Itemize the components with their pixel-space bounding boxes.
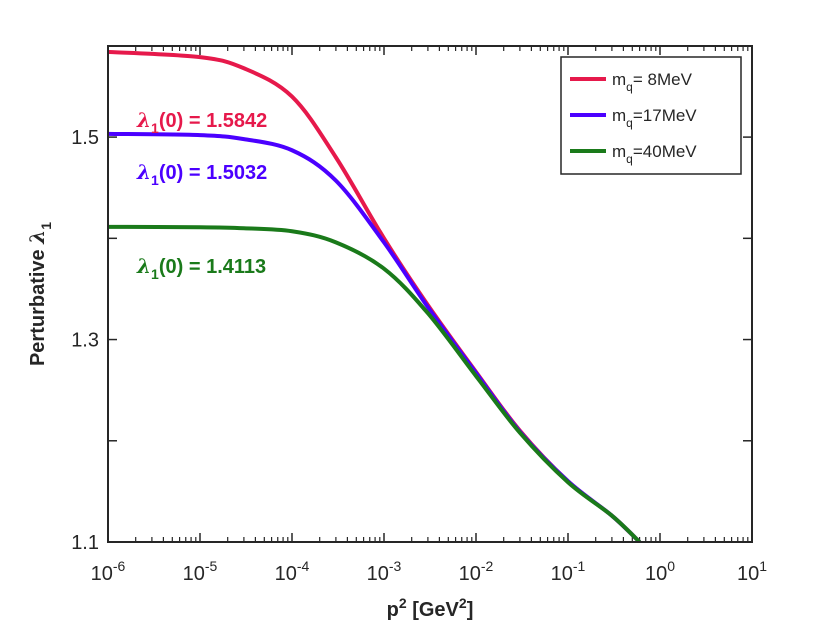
legend: mq= 8MeV mq=17MeV mq=40MeV bbox=[560, 56, 742, 175]
x-tick-label: 100 bbox=[645, 558, 675, 585]
x-tick-label: 10-3 bbox=[367, 558, 402, 585]
x-tick-label: 10-5 bbox=[183, 558, 218, 585]
legend-label-3: mq=40MeV bbox=[612, 142, 697, 166]
plot-frame bbox=[107, 45, 753, 543]
x-tick-labels: 10-6 10-5 10-4 10-3 10-2 10-1 100 101 bbox=[91, 558, 768, 585]
annotation-1: λ1(0) = 1.5842 bbox=[136, 108, 267, 136]
y-tick-label: 1.5 bbox=[71, 127, 99, 149]
x-axis-label: p2 [GeV2] bbox=[387, 595, 474, 621]
x-tick-label: 10-2 bbox=[459, 558, 494, 585]
legend-label-1: mq= 8MeV bbox=[612, 70, 693, 94]
y-axis-label: Perturbative λ1 bbox=[25, 222, 54, 366]
x-axis-label-base: p bbox=[387, 599, 399, 621]
x-tick-label: 10-6 bbox=[91, 558, 126, 585]
legend-label-2: mq=17MeV bbox=[612, 106, 697, 130]
annotation-3: λ1(0) = 1.4113 bbox=[136, 254, 266, 282]
x-axis-label-sup: 2 bbox=[399, 595, 407, 611]
data-series bbox=[108, 49, 641, 542]
y-tick-label: 1.3 bbox=[71, 330, 99, 352]
y-tick-labels: 1.1 1.3 1.5 bbox=[71, 127, 99, 554]
x-tick-label: 101 bbox=[737, 558, 767, 585]
y-axis-label-sub: 1 bbox=[38, 222, 54, 230]
x-axis-label-unit-close: ] bbox=[467, 599, 474, 621]
x-tick-label: 10-1 bbox=[551, 558, 586, 585]
x-axis-label-unit: [GeV bbox=[407, 599, 460, 621]
y-axis-label-symbol: λ bbox=[25, 230, 49, 245]
series-line-3 bbox=[108, 224, 641, 542]
x-tick-label: 10-4 bbox=[275, 558, 310, 585]
x-axis-label-unit-sup: 2 bbox=[459, 595, 467, 611]
annotation-2: λ1(0) = 1.5032 bbox=[136, 160, 267, 188]
series-annotations: λ1(0) = 1.5842 λ1(0) = 1.5032 λ1(0) = 1.41… bbox=[136, 108, 267, 282]
y-axis-label-text: Perturbative bbox=[27, 244, 49, 366]
y-tick-label: 1.1 bbox=[71, 532, 99, 554]
